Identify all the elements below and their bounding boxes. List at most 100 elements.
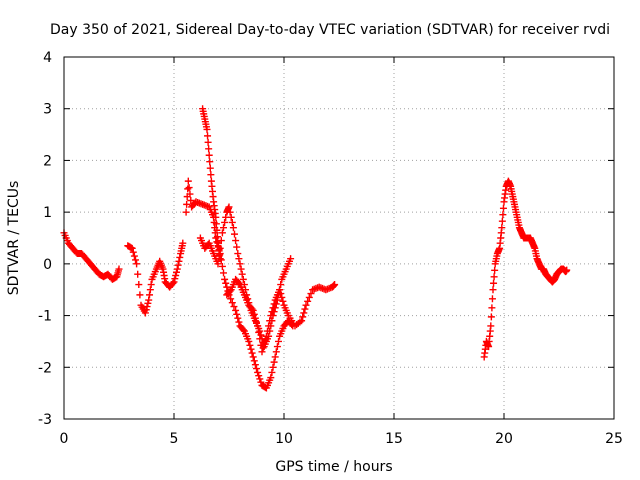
data-point-marker xyxy=(115,265,123,273)
data-point-marker xyxy=(214,260,222,268)
data-point-marker xyxy=(265,322,273,330)
data-point-marker xyxy=(142,306,150,314)
data-point-marker xyxy=(305,293,313,301)
y-tick-labels: -3 -2 -1 0 1 2 3 4 xyxy=(38,50,52,428)
data-point-marker xyxy=(217,256,225,264)
data-point-marker xyxy=(229,224,237,232)
data-point-marker xyxy=(260,340,268,348)
data-point-marker xyxy=(169,279,177,287)
data-point-marker xyxy=(228,299,236,307)
data-point-marker xyxy=(225,203,233,211)
data-point-marker xyxy=(183,200,191,208)
x-tick-label: 25 xyxy=(605,431,623,447)
data-point-marker xyxy=(253,318,260,326)
y-tick-label: 2 xyxy=(43,153,52,169)
data-point-marker xyxy=(270,358,278,366)
data-point-marker xyxy=(204,138,212,146)
data-point-marker xyxy=(212,213,220,221)
data-point-marker xyxy=(250,357,258,365)
data-point-marker xyxy=(129,248,137,256)
y-tick-label: 4 xyxy=(43,50,52,66)
data-point-marker xyxy=(147,281,155,289)
y-tick-label: -1 xyxy=(38,309,52,325)
data-point-marker xyxy=(146,291,154,299)
data-point-marker xyxy=(266,317,274,325)
data-point-marker xyxy=(184,177,192,185)
data-point-marker xyxy=(235,318,243,326)
data-point-marker xyxy=(206,164,214,172)
x-tick-labels: 0 5 10 15 20 25 xyxy=(60,431,623,447)
data-point-marker xyxy=(301,305,309,313)
x-axis-label: GPS time / hours xyxy=(275,459,392,475)
chart-title: Day 350 of 2021, Sidereal Day-to-day VTE… xyxy=(50,22,610,38)
data-point-marker xyxy=(490,273,498,281)
data-point-marker xyxy=(235,255,243,263)
y-tick-label: -2 xyxy=(38,360,52,376)
data-point-marker xyxy=(220,269,227,277)
data-point-marker xyxy=(206,158,214,166)
data-point-marker xyxy=(173,265,181,273)
data-point-marker xyxy=(221,275,229,283)
data-point-marker xyxy=(218,262,226,270)
data-point-marker xyxy=(257,378,265,386)
data-point-marker xyxy=(273,343,281,351)
data-point-marker xyxy=(487,313,495,321)
data-point-marker xyxy=(234,250,242,258)
data-point-marker xyxy=(279,297,287,305)
data-point-marker xyxy=(245,337,253,345)
data-point-marker xyxy=(171,275,179,283)
data-point-marker xyxy=(287,255,295,263)
data-point-marker xyxy=(176,253,184,261)
y-tick-label: 3 xyxy=(43,102,52,118)
data-point-marker xyxy=(172,271,180,279)
data-point-marker xyxy=(249,353,257,361)
axis-ticks xyxy=(63,56,615,420)
plot-frame xyxy=(63,56,615,420)
data-point-marker xyxy=(134,270,142,278)
y-tick-label: 1 xyxy=(43,205,52,221)
data-point-marker xyxy=(215,252,223,260)
data-point-marker xyxy=(204,132,212,140)
data-point-marker xyxy=(259,344,267,352)
x-tick-label: 5 xyxy=(170,431,179,447)
data-point-marker xyxy=(488,295,496,303)
data-point-marker xyxy=(179,239,187,247)
data-point-marker xyxy=(230,303,238,311)
y-tick-label: 0 xyxy=(43,257,52,273)
data-point-marker xyxy=(238,270,246,278)
x-tick-label: 15 xyxy=(385,431,403,447)
data-point-marker xyxy=(256,335,264,343)
data-point-marker xyxy=(212,220,220,228)
y-tick-label: -3 xyxy=(38,412,52,428)
data-point-marker xyxy=(182,208,190,216)
data-point-marker xyxy=(213,233,221,241)
data-point-marker xyxy=(278,293,286,301)
data-point-marker xyxy=(141,309,149,317)
data-point-marker xyxy=(135,281,143,289)
data-point-marker xyxy=(268,308,276,316)
data-point-marker xyxy=(276,286,284,294)
data-point-marker xyxy=(270,300,278,308)
data-point-marker xyxy=(258,348,266,356)
data-point-marker xyxy=(216,244,224,252)
data-point-marker xyxy=(130,252,138,260)
data-point-marker xyxy=(174,261,182,269)
data-point-marker xyxy=(207,171,215,179)
data-point-marker xyxy=(203,125,211,133)
data-point-marker xyxy=(239,275,247,283)
data-point-marker xyxy=(277,290,285,298)
data-point-marker xyxy=(275,337,282,345)
data-point-marker xyxy=(217,237,225,245)
x-tick-label: 20 xyxy=(495,431,513,447)
data-points xyxy=(60,105,571,392)
x-tick-label: 10 xyxy=(275,431,293,447)
data-point-marker xyxy=(298,317,306,325)
data-point-marker xyxy=(255,372,263,380)
data-point-marker xyxy=(218,229,226,237)
data-point-marker xyxy=(256,375,264,383)
data-point-marker xyxy=(220,224,227,232)
data-point-marker xyxy=(185,184,193,192)
data-point-marker xyxy=(250,310,258,318)
data-point-marker xyxy=(170,278,178,286)
data-point-marker xyxy=(226,287,234,295)
